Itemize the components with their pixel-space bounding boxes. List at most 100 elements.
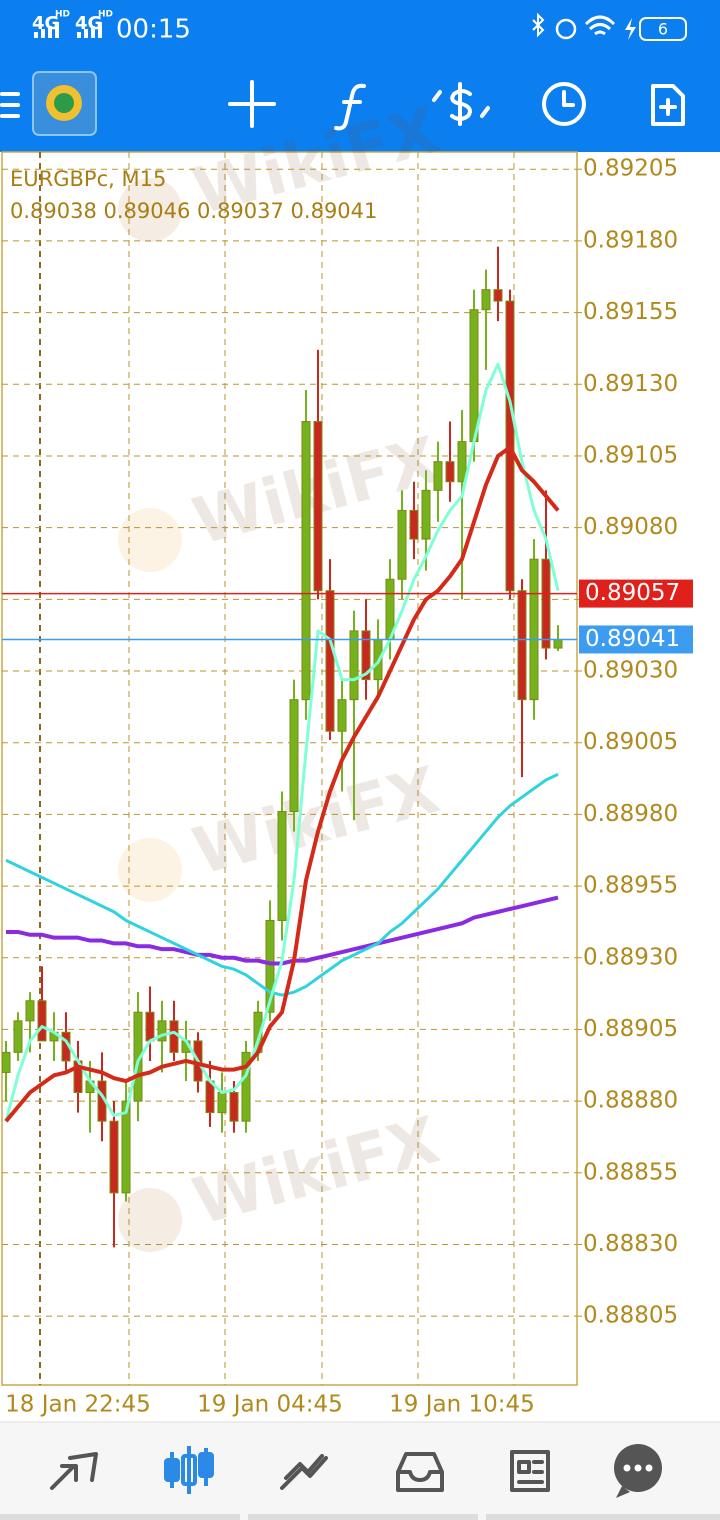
candle-body [517, 590, 527, 701]
bottom-nav-items [0, 1444, 720, 1520]
candle-body [325, 590, 335, 732]
charge-icon [625, 18, 636, 40]
candle-body [2, 1051, 11, 1073]
symbol-label: EURGBPc, M15 [10, 167, 166, 191]
quotes-tab[interactable] [50, 1452, 98, 1490]
signal-bar [55, 22, 59, 38]
crosshair-button[interactable] [228, 80, 276, 128]
x-tick-label: 18 Jan 22:45 [5, 1392, 151, 1418]
y-tick-label: 0.89205 [583, 156, 678, 182]
y-tick-label: 0.89005 [583, 729, 678, 755]
nav-indicator [0, 1514, 240, 1520]
candle-body [349, 630, 359, 701]
candle-body [553, 638, 563, 649]
y-tick-label: 0.89180 [583, 227, 678, 253]
candle-body [445, 461, 455, 483]
candle-body [289, 699, 299, 813]
nav-indicator [486, 1514, 720, 1520]
signal-bar [34, 32, 38, 38]
new-order-button[interactable] [651, 84, 685, 126]
candle-body [265, 919, 275, 1013]
toolbar [0, 71, 685, 136]
chat-dot [634, 1464, 642, 1472]
signal-bar [98, 22, 102, 38]
vertical-grid [39, 152, 515, 1385]
y-tick-label: 0.89155 [583, 299, 678, 325]
axes-layer: 0.89205 0.89180 0.89155 0.89130 0.89105 0.890… [2, 156, 693, 1418]
candle-body [277, 811, 287, 921]
candle-body [481, 289, 491, 311]
candle-body [361, 630, 371, 681]
signal-bar [91, 26, 95, 38]
candle-body [109, 1120, 119, 1194]
signal-bar [77, 32, 81, 38]
network-label: 4G [32, 13, 59, 34]
candle-body [457, 441, 467, 483]
status-bar: 4G HD 4G HD 00:15 6 [32, 10, 687, 45]
trade-tab[interactable] [280, 1454, 328, 1490]
candle-body [397, 509, 407, 580]
y-tick-label: 0.88955 [583, 873, 678, 899]
history-tab[interactable] [396, 1452, 444, 1492]
y-tick-label: 0.88880 [583, 1088, 678, 1114]
candle-body [229, 1092, 239, 1122]
candle-body [337, 699, 347, 732]
indicator-line [5, 772, 559, 997]
signal-bar [41, 29, 45, 38]
battery-level: 6 [658, 20, 668, 39]
period-hand [562, 90, 575, 107]
app-icon-globe [54, 93, 74, 113]
signal-bar [48, 26, 52, 38]
y-tick-label: 0.88830 [583, 1231, 678, 1257]
x-tick-label: 19 Jan 10:45 [389, 1392, 535, 1418]
trade-button[interactable] [432, 82, 490, 126]
price-label: 0.89057 [585, 580, 680, 606]
candle-body [241, 1051, 251, 1122]
y-tick-label: 0.88855 [583, 1159, 678, 1185]
period-button[interactable] [542, 82, 586, 126]
y-tick-label: 0.89030 [583, 658, 678, 684]
bottom-nav [0, 1422, 720, 1520]
chart-tab[interactable] [164, 1446, 214, 1494]
chat-dot [623, 1464, 631, 1472]
candle-body [145, 1011, 155, 1042]
y-tick-label: 0.88930 [583, 944, 678, 970]
price-label: 0.89041 [585, 626, 680, 652]
chat-dot [645, 1464, 653, 1472]
clock: 00:15 [116, 15, 191, 45]
candle-body [37, 1000, 47, 1042]
chart-layer [2, 168, 577, 1317]
news-tab[interactable] [510, 1450, 550, 1492]
y-tick-label: 0.88980 [583, 801, 678, 827]
candle-body [121, 1100, 131, 1194]
indicator-line [4, 445, 560, 1123]
y-tick-label: 0.89080 [583, 514, 678, 540]
indicator-line [4, 362, 560, 1122]
indicators-button[interactable] [334, 83, 366, 131]
alarm-icon [555, 18, 577, 40]
candle-body [469, 309, 479, 443]
candle-body [25, 1000, 35, 1022]
network-badge: HD [55, 10, 70, 20]
x-tick-label: 19 Jan 04:45 [197, 1392, 343, 1418]
candle-body [217, 1092, 227, 1114]
candle-body [13, 1020, 23, 1053]
y-tick-label: 0.88805 [583, 1303, 678, 1329]
menu-button[interactable] [0, 92, 20, 118]
y-tick-label: 0.88905 [583, 1016, 678, 1042]
y-tick-label: 0.89130 [583, 371, 678, 397]
battery-icon [639, 17, 687, 41]
signal-bar [84, 29, 88, 38]
bluetooth-icon [532, 12, 545, 38]
wifi-icon [584, 15, 616, 36]
ohlc-label: 0.89038 0.89046 0.89037 0.89041 [10, 199, 377, 223]
candle-body [169, 1020, 179, 1053]
price-label-box [579, 625, 693, 654]
candle-body [301, 421, 311, 701]
candle-body [529, 558, 539, 701]
candle-body [313, 421, 323, 592]
candle-body [157, 1020, 167, 1042]
network-label: 4G [75, 13, 102, 34]
